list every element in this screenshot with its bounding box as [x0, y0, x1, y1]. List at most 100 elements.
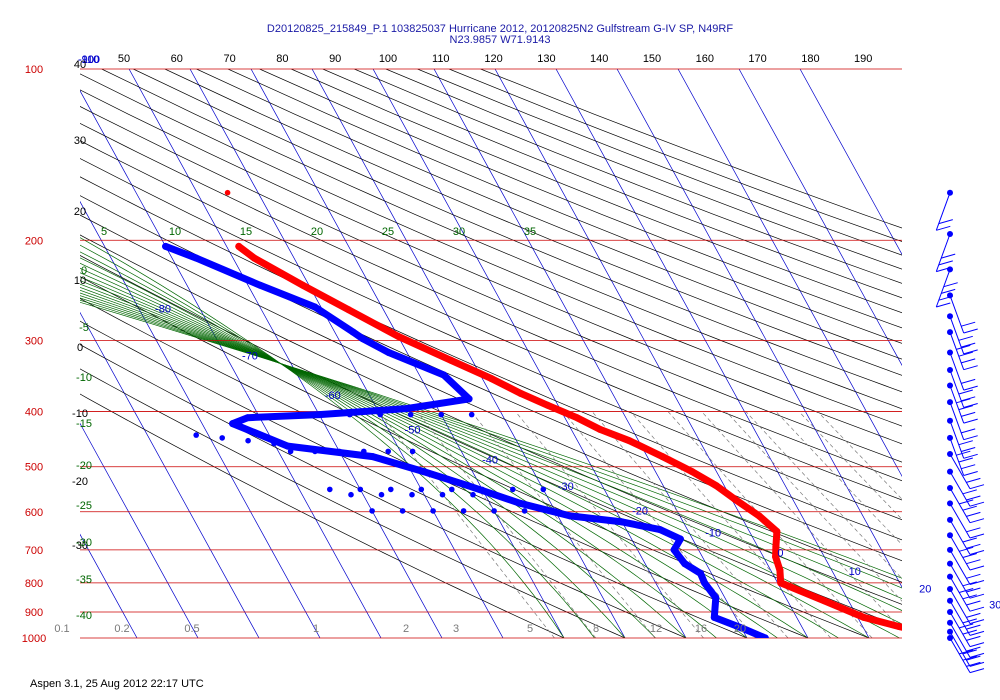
- moist-adiabat-label: 10: [169, 226, 181, 238]
- data-point: [656, 526, 664, 534]
- wind-shaft: [949, 600, 971, 636]
- isobar-label: 300: [25, 335, 43, 347]
- isotherm-line: [799, 69, 902, 256]
- dry-adiabat-line: [80, 89, 902, 445]
- dry-adiabat-top-label: 50: [118, 53, 130, 65]
- wind-barb-feather: [958, 389, 973, 395]
- isotherm-label: -70: [242, 351, 258, 363]
- wind-barbs: [935, 189, 985, 674]
- dry-adiabat-top-label: 90: [329, 53, 341, 65]
- wind-barb-feather: [969, 668, 985, 674]
- moist-adiabat-label: 25: [382, 226, 394, 238]
- mixing-ratio-label: 2: [403, 623, 409, 635]
- moist-adiabat-label: 30: [453, 226, 465, 238]
- dry-adiabat-line: [80, 298, 809, 638]
- wind-barb-feather: [962, 537, 977, 543]
- wind-shaft: [949, 471, 971, 507]
- wind-barb: [947, 573, 985, 612]
- wind-barb-feather: [966, 655, 981, 661]
- isotherm-line: [372, 69, 687, 638]
- wind-barb: [947, 597, 985, 636]
- wind-barb-feather: [966, 587, 981, 593]
- wind-barb-feather: [958, 440, 973, 446]
- wind-barb-feather: [963, 453, 978, 459]
- moist-adiabat-line: [80, 283, 839, 638]
- wind-barb-feather: [941, 253, 956, 259]
- moist-adiabat-line: [80, 289, 900, 638]
- isobar-label: 900: [25, 607, 43, 619]
- wind-shaft: [949, 295, 965, 334]
- series-dewpoint: [162, 242, 769, 638]
- dry-adiabat-line: [80, 368, 626, 638]
- dry-adiabat-left-label: 30: [74, 135, 86, 147]
- isotherm-line: [250, 69, 565, 638]
- wind-barb: [947, 532, 985, 571]
- dry-adiabat-top-label: 190: [854, 53, 872, 65]
- data-point: [361, 448, 367, 455]
- wind-barb-feather: [966, 511, 981, 517]
- wind-barb: [947, 628, 985, 667]
- wind-barb-feather: [962, 655, 977, 661]
- dry-adiabat-top-label: 130: [537, 53, 555, 65]
- mixing-ratio-label: 5: [527, 623, 533, 635]
- data-point: [399, 508, 406, 514]
- data-point: [256, 281, 264, 289]
- dry-adiabat-line: [80, 106, 902, 463]
- dry-adiabat-line: [80, 320, 748, 638]
- data-point: [346, 411, 353, 418]
- data-point: [447, 356, 455, 364]
- footer-timestamp: Aspen 3.1, 25 Aug 2012 22:17 UTC: [30, 678, 204, 690]
- data-point: [193, 432, 199, 438]
- dry-adiabat-line: [480, 69, 902, 229]
- wind-barb: [947, 500, 985, 539]
- dry-adiabat-line: [291, 69, 902, 314]
- dry-adiabat-line: [101, 69, 902, 410]
- wind-shaft: [949, 631, 971, 667]
- data-point: [385, 448, 392, 455]
- data-point: [479, 486, 486, 493]
- dry-adiabat-line: [80, 176, 902, 541]
- wind-barb: [947, 451, 985, 490]
- data-point: [271, 440, 277, 447]
- wind-barb-feather: [966, 573, 981, 579]
- wind-barb-feather: [962, 649, 977, 655]
- wind-barb: [947, 546, 985, 585]
- wind-barb: [947, 586, 985, 625]
- data-point: [449, 486, 455, 493]
- data-point: [701, 579, 708, 587]
- wind-barb-feather: [963, 328, 978, 334]
- dry-adiabat-left-label: 0: [77, 342, 83, 354]
- isotherm-line: [311, 69, 626, 638]
- wind-barb-feather: [956, 344, 971, 350]
- wind-barb-feather: [966, 495, 981, 501]
- data-point: [345, 306, 353, 314]
- isotherm-label: -100: [78, 54, 100, 66]
- wind-barb-feather: [966, 612, 981, 618]
- moist-adiabat-line: [80, 280, 809, 638]
- data-point: [755, 512, 763, 520]
- data-point: [465, 395, 473, 403]
- mixing-ratio-line: [701, 411, 902, 631]
- dry-adiabat-left-label: -30: [72, 540, 88, 552]
- isotherm-line: [555, 69, 870, 638]
- wind-barb: [947, 434, 978, 476]
- wind-barb-feather: [961, 321, 976, 327]
- data-point: [311, 303, 319, 311]
- wind-shaft: [935, 192, 951, 231]
- moist-adiabat-line: [80, 272, 748, 638]
- isobar-label: 500: [25, 462, 43, 474]
- wind-barb-feather: [959, 499, 974, 505]
- isotherm-line: [616, 69, 902, 588]
- wind-barb-feather: [969, 501, 985, 507]
- isotherm-label: 0: [777, 547, 783, 559]
- wind-barb: [947, 609, 985, 648]
- data-point: [618, 518, 626, 526]
- isotherm-label: -20: [632, 505, 648, 517]
- series-dewpoint-scatter-2-: [327, 486, 547, 493]
- wind-shaft: [949, 385, 965, 424]
- moist-adiabat-label: 15: [240, 226, 252, 238]
- data-point: [772, 542, 780, 550]
- isotherm-label: -50: [405, 424, 421, 436]
- data-point: [659, 453, 666, 461]
